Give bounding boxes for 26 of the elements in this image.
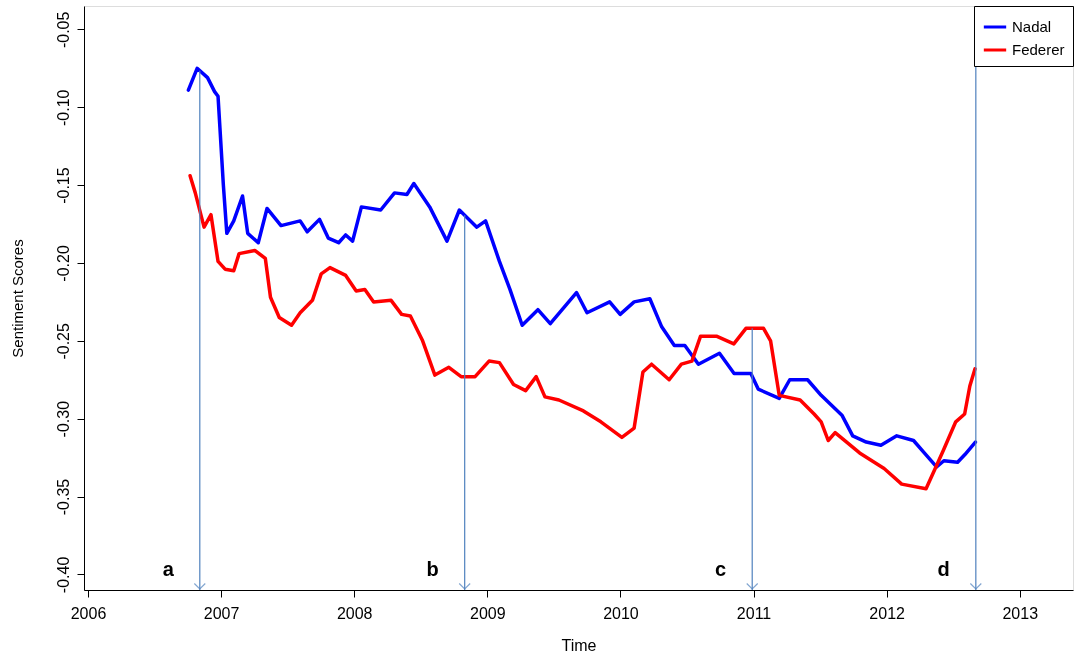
legend-label: Nadal bbox=[1012, 18, 1052, 35]
x-tick-label: 2009 bbox=[470, 604, 506, 622]
x-tick-label: 2010 bbox=[603, 604, 639, 622]
y-tick-label: -0.30 bbox=[54, 400, 72, 438]
y-tick-label: -0.20 bbox=[54, 245, 72, 282]
line-series bbox=[188, 174, 977, 491]
line-series bbox=[186, 66, 978, 469]
ref-line-label: a bbox=[162, 558, 175, 580]
x-tick-label: 2011 bbox=[736, 604, 772, 622]
x-tick-label: 2006 bbox=[70, 604, 107, 622]
x-tick-label: 2013 bbox=[1002, 604, 1039, 622]
y-tick-label: -0.35 bbox=[54, 478, 72, 516]
x-tick-label: 2008 bbox=[336, 604, 373, 622]
x-tick-label: 2012 bbox=[869, 604, 906, 622]
x-tick-label: 2007 bbox=[203, 604, 240, 622]
ref-line-label: d bbox=[937, 558, 950, 580]
legend-label: Federer bbox=[1012, 41, 1065, 58]
x-axis-title: Time bbox=[561, 636, 597, 654]
y-tick-label: -0.15 bbox=[54, 167, 72, 204]
y-axis-title: Sentiment Scores bbox=[8, 239, 26, 358]
ref-line-label: c bbox=[715, 558, 727, 580]
y-tick-label: -0.10 bbox=[54, 89, 72, 126]
y-tick-label: -0.40 bbox=[54, 556, 72, 594]
y-tick-label: -0.25 bbox=[54, 322, 72, 360]
y-tick-label: -0.05 bbox=[54, 11, 72, 49]
ref-line-label: b bbox=[426, 558, 439, 580]
